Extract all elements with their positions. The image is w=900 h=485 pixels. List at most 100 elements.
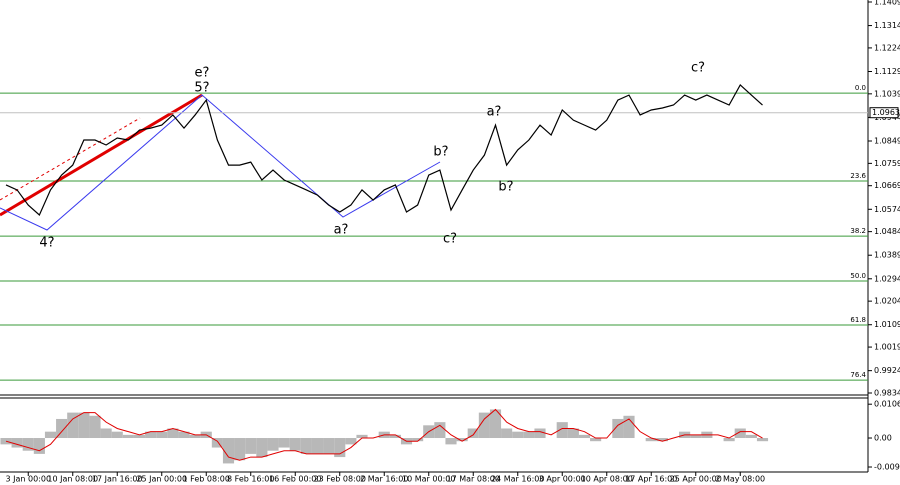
oscillator-bar (489, 409, 502, 439)
oscillator-bar (122, 434, 134, 439)
y-tick-label: 1.0109 (874, 320, 900, 329)
oscillator-bar (645, 438, 657, 442)
x-tick-label: 16 Feb 00:00 (269, 475, 321, 484)
y-tick-label: 1.1039 (874, 89, 900, 98)
oscillator-bar (456, 438, 468, 442)
y-tick-label: 0.9924 (874, 366, 900, 375)
oscillator-bar (78, 412, 90, 439)
wave-label: e? (195, 66, 210, 81)
last-price-box (869, 107, 899, 119)
oscillator-bar (690, 434, 702, 439)
oscillator-bar (356, 434, 368, 439)
oscillator-bar (300, 438, 312, 454)
oscillator-bar (756, 438, 769, 442)
fib-label: 50.0 (850, 272, 866, 280)
oscillator-bar (334, 438, 346, 458)
signal-line (5, 408, 763, 461)
oscillator-bar (211, 438, 223, 448)
fib-label: 38.2 (850, 227, 866, 235)
oscillator-bar (723, 438, 735, 442)
oscillator-bar (133, 434, 146, 439)
oscillator-bar (222, 438, 235, 464)
y-tick-label: 1.0669 (874, 181, 900, 190)
y-tick-label: 0.00 (874, 434, 892, 443)
x-tick-label: 24 Mar 16:00 (491, 475, 544, 484)
oscillator-bar (501, 428, 513, 439)
oscillator-bar (345, 438, 357, 445)
oscillator-bar (445, 438, 457, 445)
oscillator-bar (512, 431, 524, 439)
oscillator-bar (111, 431, 123, 439)
oscillator-bar (156, 431, 168, 439)
x-tick-label: 25 Apr 00:00 (670, 475, 722, 484)
oscillator-bar (33, 438, 45, 454)
oscillator-bar (523, 431, 535, 439)
y-tick-label: 0.9834 (874, 389, 900, 398)
oscillator-bar (734, 428, 746, 439)
oscillator-bar (267, 438, 279, 451)
wave-label: b? (433, 145, 448, 160)
y-tick-label: 1.0389 (874, 251, 900, 260)
oscillator-bar (11, 438, 23, 448)
y-tick-label: 1.0574 (874, 205, 900, 214)
oscillator-bar (44, 431, 57, 439)
x-tick-label: 3 Jan 00:00 (5, 475, 51, 484)
y-tick-label: 1.1224 (874, 43, 900, 52)
wave-label: a? (334, 223, 349, 238)
oscillator-bar (67, 412, 79, 439)
fib-label: 0.0 (855, 84, 866, 92)
x-tick-label: 23 Feb 08:00 (314, 475, 366, 484)
y-tick-label: 1.0759 (874, 159, 900, 168)
fib-label: 76.4 (850, 371, 866, 379)
trend-line (0, 93, 203, 217)
oscillator-bar (434, 422, 446, 439)
x-tick-label: 17 Jan 16:00 (92, 475, 143, 484)
y-tick-label: 1.0849 (874, 137, 900, 146)
x-tick-label: 3 Apr 00:00 (539, 475, 586, 484)
y-tick-label: -0.00913 (874, 463, 900, 472)
oscillator-bar (578, 434, 591, 439)
oscillator-bar (656, 438, 668, 442)
fib-label: 61.8 (850, 316, 866, 324)
oscillator-bar (278, 438, 290, 448)
oscillator-bar (234, 438, 246, 461)
wave-label: a? (487, 105, 502, 120)
y-tick-label: 1.0484 (874, 227, 900, 236)
x-tick-label: 2 Mar 16:00 (360, 475, 408, 484)
oscillator-bar (567, 428, 579, 439)
oscillator-bar (467, 428, 479, 439)
oscillator-bar (478, 412, 490, 439)
oscillator-bar (389, 434, 401, 439)
oscillator-bar (323, 438, 335, 454)
oscillator-bar (623, 415, 635, 439)
oscillator-bar (145, 431, 157, 439)
fib-label: 23.6 (850, 172, 866, 180)
wave-label: 4? (39, 236, 54, 251)
x-tick-label: 2 May 08:00 (715, 475, 765, 484)
oscillator-bar (556, 422, 568, 439)
x-tick-label: 25 Jan 00:00 (136, 475, 187, 484)
wave-label: 5? (194, 81, 209, 96)
y-tick-label: 1.0019 (874, 343, 900, 352)
y-tick-label: 1.1314 (874, 21, 900, 30)
oscillator-bar (256, 438, 268, 458)
y-tick-label: 1.0294 (874, 274, 900, 283)
oscillator-bar (612, 418, 624, 439)
oscillator-bar (245, 438, 257, 454)
wave-label: c? (691, 61, 705, 76)
wave-label: b? (498, 180, 513, 195)
oscillator-bar (412, 438, 424, 442)
wave-label: c? (443, 232, 457, 247)
oscillator-bar (22, 438, 34, 451)
fib-group: 0.0 23.6 38.2 50.0 61.8 76.4 (0, 84, 868, 381)
oscillator-bar (100, 428, 112, 439)
y-tick-label: 1.0204 (874, 297, 900, 306)
x-tick-label: 8 Feb 16:00 (227, 475, 274, 484)
oscillator-bar (590, 438, 602, 442)
x-tick-label: 17 Mar 08:00 (447, 475, 500, 484)
oscillator-bar (167, 428, 179, 439)
oscillator-bar (745, 434, 757, 439)
oscillator-bar (311, 438, 324, 454)
oscillator-bar (289, 438, 301, 451)
